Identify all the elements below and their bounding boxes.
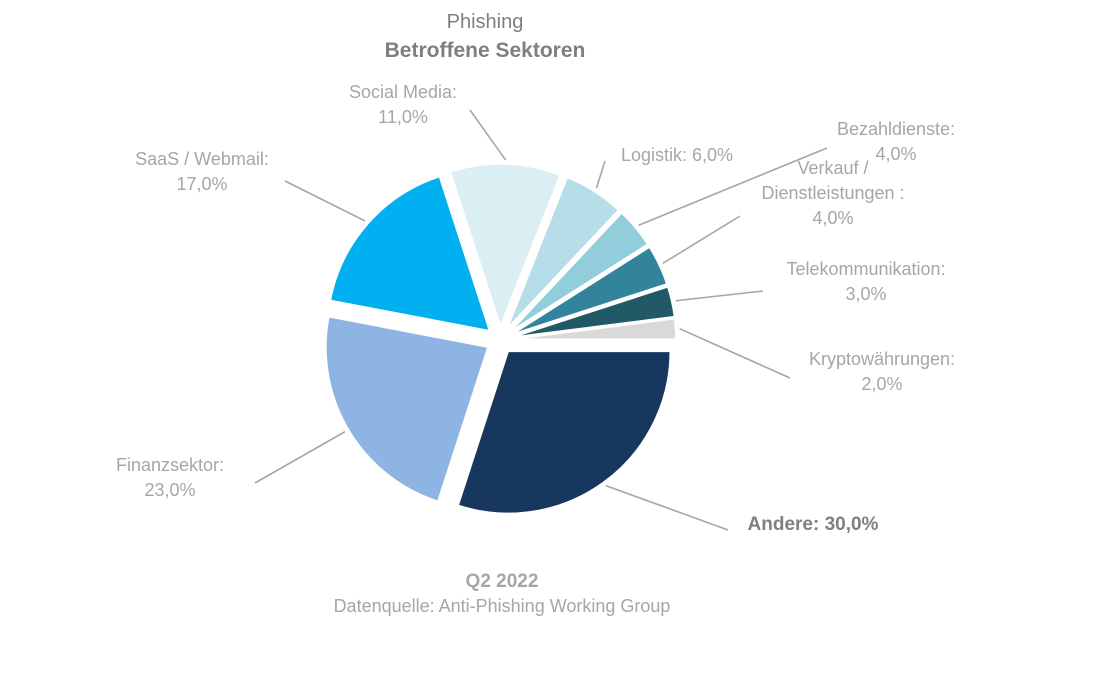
- slice-label: SaaS / Webmail: 17,0%: [135, 149, 269, 194]
- leader-line: [675, 290, 764, 302]
- slice-label-line: Kryptowährungen:: [809, 349, 955, 369]
- slice-label-line: 4,0%: [812, 208, 853, 228]
- leader-line: [679, 327, 791, 379]
- pie-slice: [506, 176, 620, 329]
- slice-label-line: Finanzsektor:: [116, 455, 224, 475]
- slice-label: Kryptowährungen: 2,0%: [809, 349, 955, 394]
- pie-slice: [513, 285, 676, 338]
- slice-label-line: 2,0%: [861, 374, 902, 394]
- leader-line: [662, 215, 741, 265]
- slice-label-line: Social Media:: [349, 82, 457, 102]
- leader-line: [605, 484, 729, 531]
- leader-line: [284, 180, 366, 222]
- leader-line: [469, 109, 507, 161]
- leader-line: [595, 160, 606, 189]
- leader-line: [254, 430, 346, 484]
- leader-lines: [254, 109, 828, 531]
- slice-label-line: 11,0%: [378, 107, 428, 127]
- pie-slice: [510, 211, 649, 332]
- chart-source: Datenquelle: Anti-Phishing Working Group: [334, 596, 671, 616]
- pie-slice: [512, 246, 668, 335]
- chart-title: Phishing: [447, 11, 524, 33]
- chart-subtitle: Betroffene Sektoren: [385, 39, 586, 62]
- slice-label-line: Logistik: 6,0%: [621, 145, 733, 165]
- slice-label: Telekommunikation: 3,0%: [786, 259, 945, 304]
- slice-label: Verkauf / Dienstleistungen : 4,0%: [761, 158, 904, 228]
- slice-label: Finanzsektor: 23,0%: [116, 455, 224, 500]
- slice-label: Social Media: 11,0%: [349, 82, 457, 127]
- pie-slice: [457, 350, 671, 515]
- slice-label-line: Verkauf /: [797, 158, 868, 178]
- leader-line: [638, 147, 828, 227]
- slice-label-line: Dienstleistungen :: [761, 183, 904, 203]
- slice-label-line: Bezahldienste:: [837, 119, 955, 139]
- pie-slice: [513, 317, 677, 340]
- chart-period: Q2 2022: [466, 571, 539, 592]
- slice-label-line: Andere: 30,0%: [748, 514, 879, 535]
- slice-label: Andere: 30,0%: [748, 514, 879, 535]
- slice-labels: Andere: 30,0% Finanzsektor: 23,0% SaaS / We…: [116, 82, 955, 535]
- slice-label-line: 4,0%: [875, 144, 916, 164]
- slice-label-line: 23,0%: [144, 480, 195, 500]
- slice-label-line: Telekommunikation:: [786, 259, 945, 279]
- slice-label-line: SaaS / Webmail:: [135, 149, 269, 169]
- slice-label-line: 17,0%: [176, 174, 227, 194]
- pie-slices: [325, 163, 677, 515]
- pie-slice: [449, 163, 562, 329]
- pie-slice: [329, 175, 491, 332]
- slice-label: Bezahldienste: 4,0%: [837, 119, 955, 164]
- slice-label: Logistik: 6,0%: [621, 145, 733, 165]
- slice-label-line: 3,0%: [845, 284, 886, 304]
- pie-slice: [325, 315, 489, 503]
